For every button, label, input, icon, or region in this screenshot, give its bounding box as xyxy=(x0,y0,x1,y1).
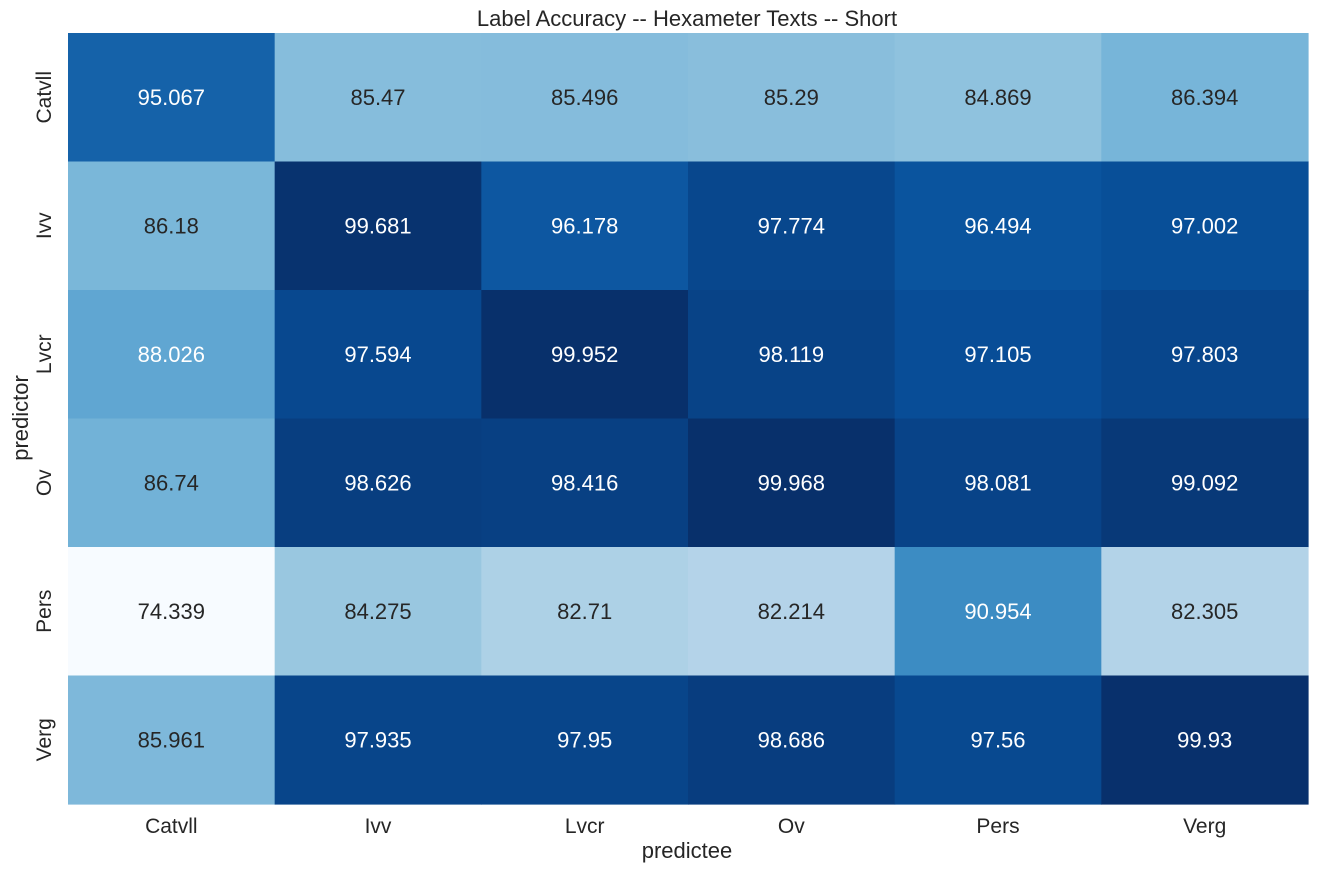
heatmap-cell xyxy=(481,161,689,291)
x-axis-label: predictee xyxy=(642,838,733,863)
y-tick-label: Catvll xyxy=(33,71,56,124)
heatmap-cell xyxy=(274,290,482,420)
cell-value-label: 97.774 xyxy=(758,213,825,238)
cell-value-label: 88.026 xyxy=(138,342,205,367)
heatmap-cell xyxy=(274,418,482,548)
cell-value-label: 95.067 xyxy=(138,85,205,110)
x-tick-label: Pers xyxy=(976,815,1019,838)
cell-value-label: 82.214 xyxy=(758,599,825,624)
cell-value-label: 97.95 xyxy=(557,727,612,752)
heatmap-cell xyxy=(68,547,276,677)
x-tick-label: Lvcr xyxy=(565,815,605,838)
y-tick-label: Pers xyxy=(33,590,56,633)
cell-value-label: 74.339 xyxy=(138,599,205,624)
heatmap-cell xyxy=(688,33,896,163)
cell-value-label: 99.968 xyxy=(758,470,825,495)
heatmap-cell xyxy=(481,675,689,805)
y-axis-label: predictor xyxy=(8,375,33,461)
cell-value-label: 98.626 xyxy=(344,470,411,495)
heatmap-cell xyxy=(1101,547,1309,677)
cell-value-label: 99.681 xyxy=(344,213,411,238)
cell-value-label: 99.952 xyxy=(551,342,618,367)
heatmap-cell xyxy=(688,161,896,291)
heatmap-cell xyxy=(481,418,689,548)
cell-value-label: 96.178 xyxy=(551,213,618,238)
cell-value-label: 85.29 xyxy=(764,85,819,110)
cell-value-label: 97.803 xyxy=(1171,342,1238,367)
heatmap-cell xyxy=(274,675,482,805)
x-tick-label: Ov xyxy=(778,815,805,838)
heatmap-cell xyxy=(894,290,1102,420)
cell-value-label: 97.56 xyxy=(970,727,1025,752)
x-tick-label: Ivv xyxy=(365,815,392,838)
cell-value-label: 97.105 xyxy=(964,342,1031,367)
x-tick-label: Catvll xyxy=(145,815,198,838)
heatmap-cell xyxy=(688,418,896,548)
heatmap-cell xyxy=(481,33,689,163)
heatmap-cell xyxy=(68,675,276,805)
cell-value-label: 98.416 xyxy=(551,470,618,495)
heatmap-cell xyxy=(274,161,482,291)
cell-value-label: 97.002 xyxy=(1171,213,1238,238)
cell-value-label: 97.935 xyxy=(344,727,411,752)
cell-value-label: 84.275 xyxy=(344,599,411,624)
heatmap-cell xyxy=(68,161,276,291)
heatmap-cell xyxy=(894,547,1102,677)
cell-value-label: 85.47 xyxy=(350,85,405,110)
heatmap-cell xyxy=(1101,161,1309,291)
heatmap-cell xyxy=(1101,290,1309,420)
cell-value-label: 82.305 xyxy=(1171,599,1238,624)
heatmap-cell xyxy=(68,418,276,548)
heatmap-cell xyxy=(894,675,1102,805)
chart-title: Label Accuracy -- Hexameter Texts -- Sho… xyxy=(477,6,897,31)
cell-value-label: 99.93 xyxy=(1177,727,1232,752)
heatmap-cell xyxy=(1101,418,1309,548)
cell-value-label: 85.496 xyxy=(551,85,618,110)
cell-value-label: 98.686 xyxy=(758,727,825,752)
cell-value-label: 84.869 xyxy=(964,85,1031,110)
cell-value-label: 86.18 xyxy=(144,213,199,238)
y-tick-label: Ov xyxy=(33,469,56,496)
x-tick-label: Verg xyxy=(1183,815,1226,838)
heatmap-cell xyxy=(688,547,896,677)
heatmap-cells xyxy=(68,33,1309,805)
x-axis-ticks: Catvll Ivv Lvcr Ov Pers Verg xyxy=(145,815,1226,838)
heatmap-cell xyxy=(894,418,1102,548)
cell-value-label: 99.092 xyxy=(1171,470,1238,495)
y-tick-label: Verg xyxy=(33,718,56,761)
cell-value-label: 86.394 xyxy=(1171,85,1238,110)
cell-value-label: 86.74 xyxy=(144,470,199,495)
heatmap-cell xyxy=(1101,675,1309,805)
cell-value-label: 85.961 xyxy=(138,727,205,752)
heatmap-cell xyxy=(894,33,1102,163)
y-axis-ticks: Catvll Ivv Lvcr Ov Pers Verg xyxy=(33,71,56,761)
heatmap-cell xyxy=(274,33,482,163)
heatmap-cell xyxy=(481,547,689,677)
heatmap-cell-labels: 95.067 85.47 85.496 85.29 84.869 86.394 86.18 9… xyxy=(138,85,1239,753)
cell-value-label: 98.081 xyxy=(964,470,1031,495)
heatmap-cell xyxy=(274,547,482,677)
cell-value-label: 97.594 xyxy=(344,342,411,367)
cell-value-label: 90.954 xyxy=(964,599,1031,624)
y-tick-label: Lvcr xyxy=(33,334,56,374)
cell-value-label: 82.71 xyxy=(557,599,612,624)
heatmap-cell xyxy=(894,161,1102,291)
heatmap-cell xyxy=(1101,33,1309,163)
cell-value-label: 96.494 xyxy=(964,213,1031,238)
heatmap-cell xyxy=(481,290,689,420)
heatmap-cell xyxy=(688,290,896,420)
heatmap-cell xyxy=(68,33,276,163)
heatmap-cell xyxy=(688,675,896,805)
cell-value-label: 98.119 xyxy=(759,342,825,367)
y-tick-label: Ivv xyxy=(33,212,56,239)
heatmap-cell xyxy=(68,290,276,420)
